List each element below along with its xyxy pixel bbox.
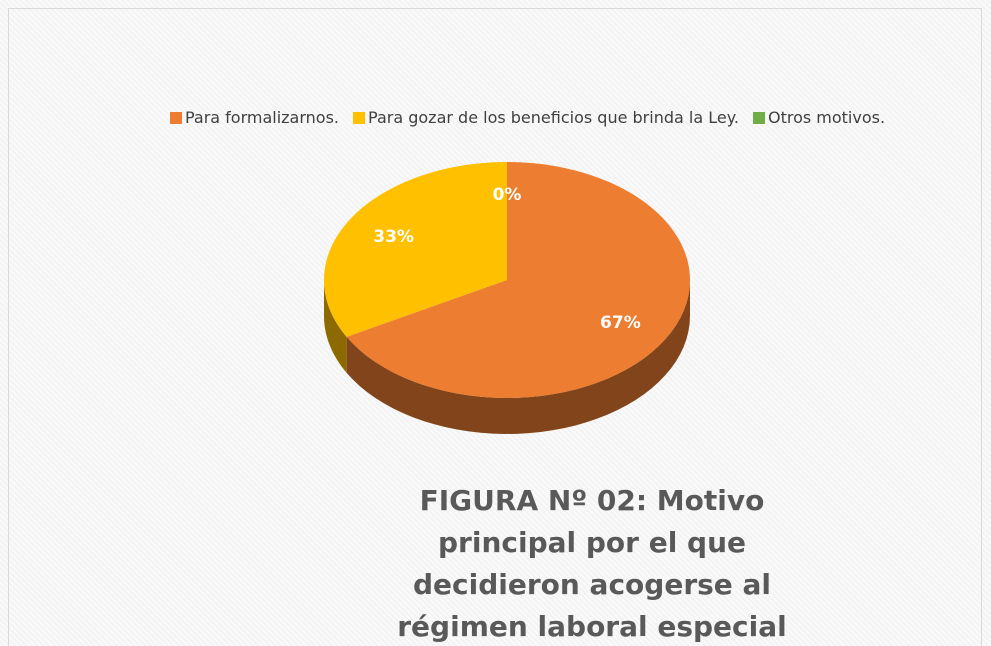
legend-label: Otros motivos.	[767, 108, 886, 127]
legend-label: Para formalizarnos.	[184, 108, 340, 127]
pie-side	[324, 280, 347, 373]
pie-slice	[346, 162, 690, 398]
legend: Para formalizarnos. Para gozar de los ben…	[0, 108, 991, 127]
data-label: 67%	[600, 313, 641, 333]
legend-swatch	[169, 111, 182, 124]
data-label: 0%	[493, 185, 522, 205]
legend-label: Para gozar de los beneficios que brinda …	[368, 108, 739, 127]
frame	[8, 8, 982, 646]
legend-item: Otros motivos.	[752, 108, 886, 127]
legend-swatch	[353, 111, 366, 124]
legend-item: Para gozar de los beneficios que brinda …	[353, 108, 739, 127]
pie-slice	[324, 162, 507, 337]
data-label: 33%	[373, 227, 414, 247]
legend-item: Para formalizarnos.	[169, 108, 340, 127]
legend-swatch	[752, 111, 765, 124]
chart-title: FIGURA Nº 02: Motivo principal por el qu…	[397, 484, 787, 643]
pie-side	[346, 280, 690, 434]
